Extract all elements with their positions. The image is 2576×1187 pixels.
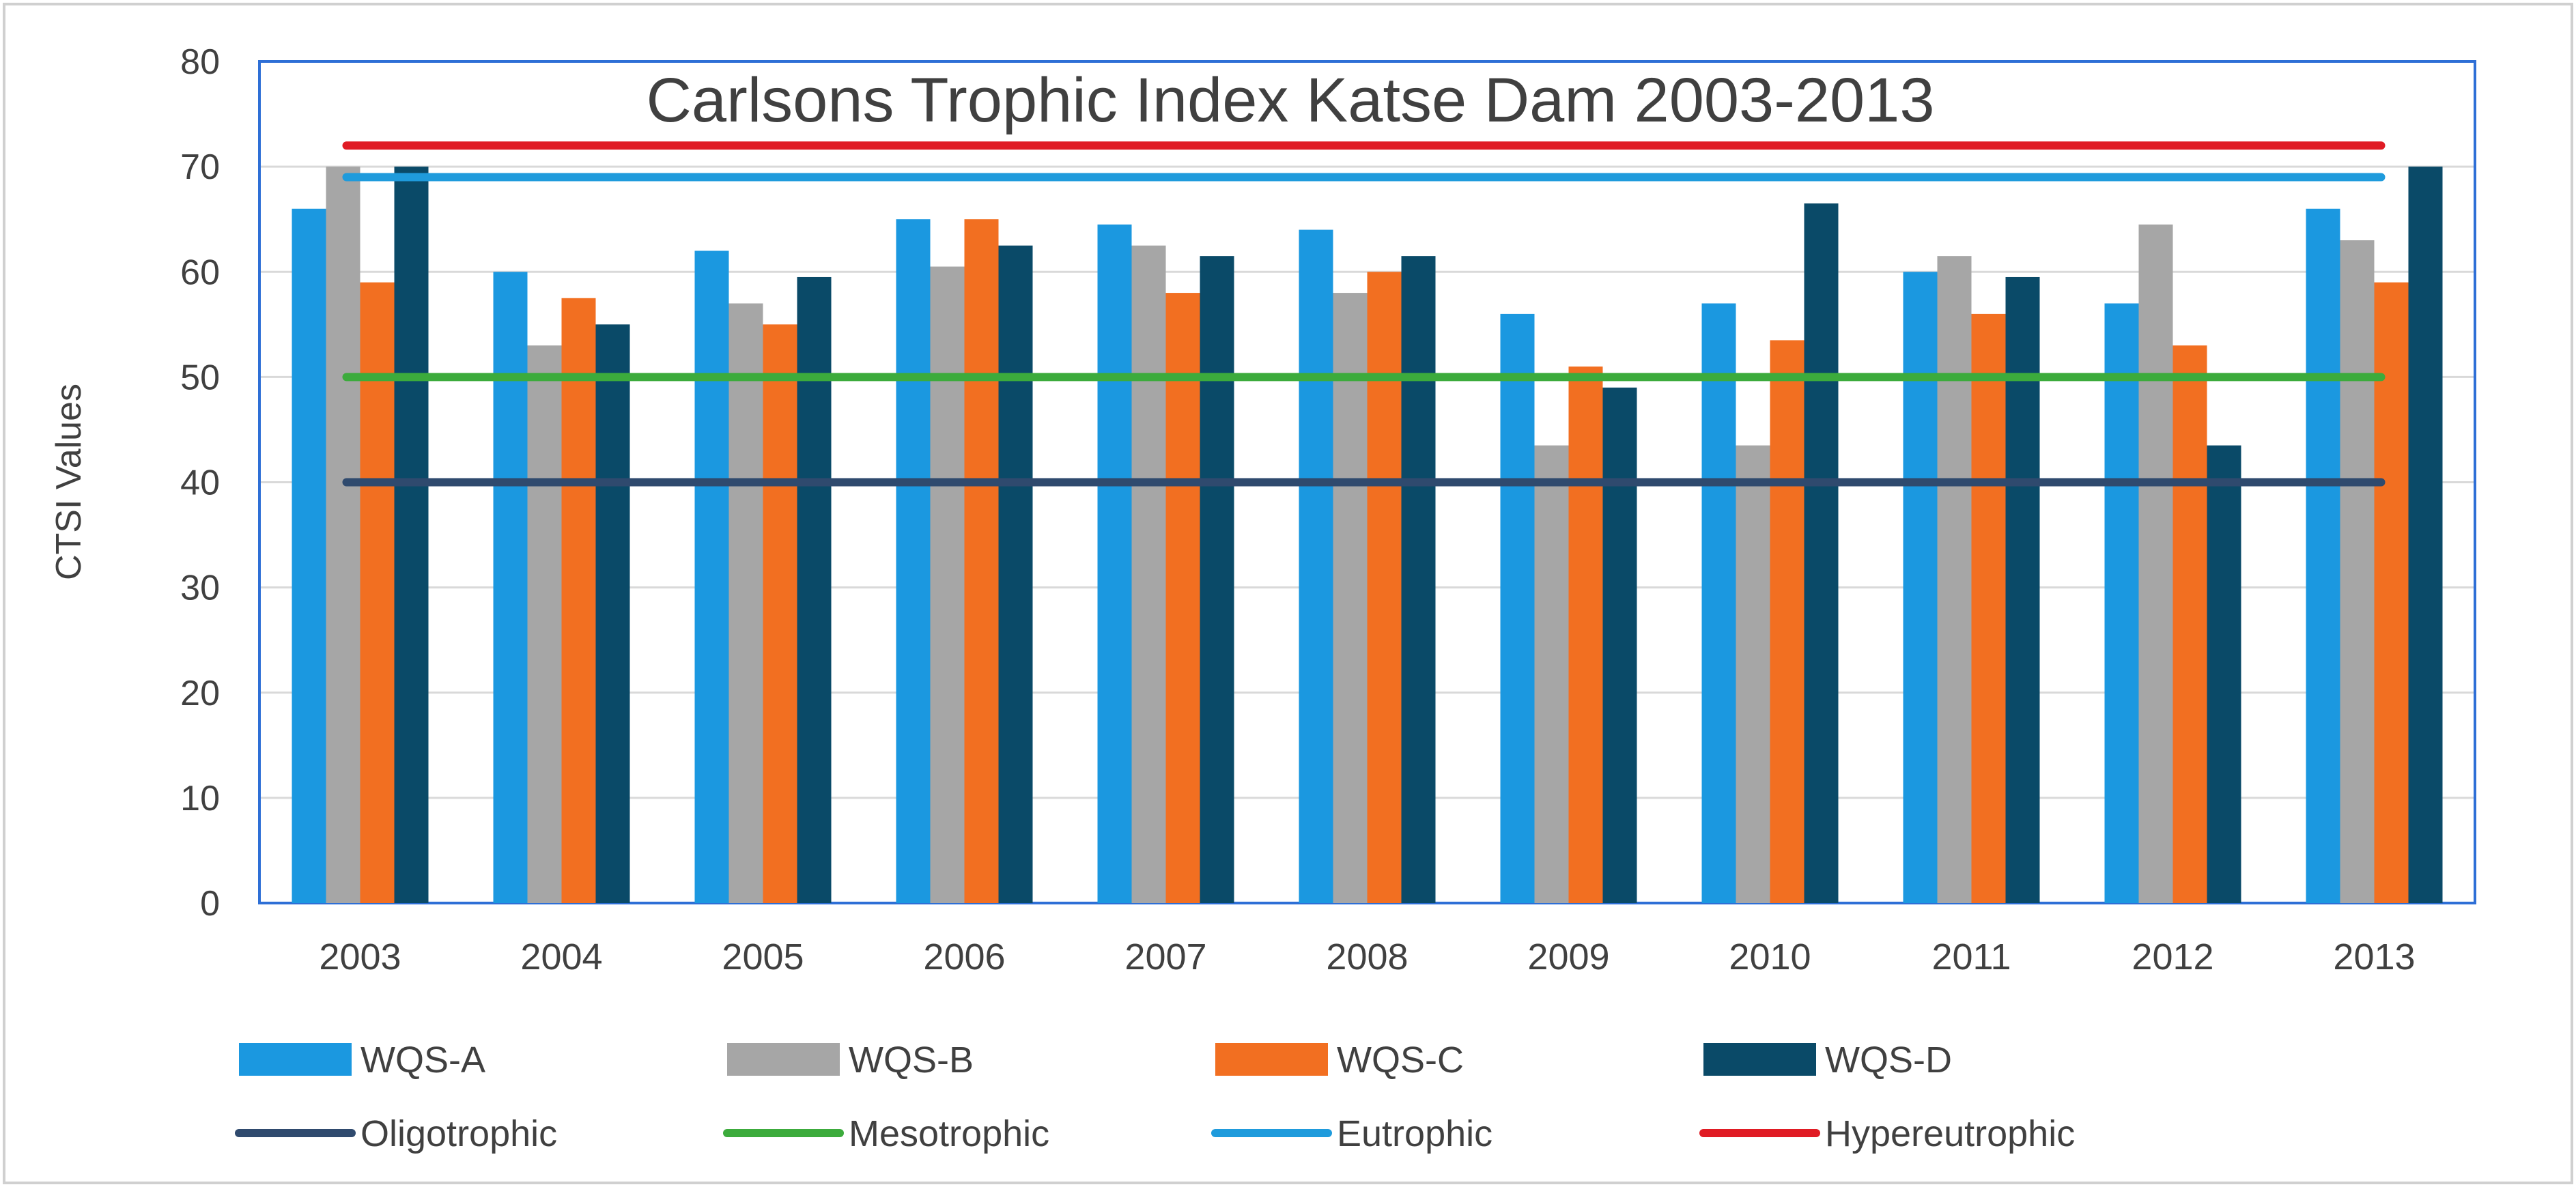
bars xyxy=(292,167,2443,904)
y-tick-label: 80 xyxy=(180,42,220,82)
bar-wqs-a-2003 xyxy=(292,208,326,903)
bar-wqs-d-2003 xyxy=(394,167,429,903)
x-tick-label: 2009 xyxy=(1527,936,1609,977)
bar-wqs-b-2004 xyxy=(527,345,562,903)
x-axis-ticks: 2003 2004 2005 2006 2007 2008 2009 2010 2011 2012… xyxy=(319,936,2415,977)
bar-wqs-b-2010 xyxy=(1736,445,1770,903)
bar-wqs-a-2008 xyxy=(1299,229,1333,904)
bar-wqs-d-2013 xyxy=(2408,167,2443,903)
bar-wqs-b-2011 xyxy=(1937,256,1972,904)
x-tick-label: 2008 xyxy=(1326,936,1408,977)
legend-swatch-wqs-a xyxy=(239,1043,352,1076)
bar-wqs-d-2007 xyxy=(1200,256,1234,904)
x-tick-label: 2006 xyxy=(923,936,1005,977)
bar-wqs-d-2012 xyxy=(2207,445,2241,903)
bar-wqs-d-2010 xyxy=(1804,203,1839,904)
bar-wqs-c-2008 xyxy=(1367,272,1402,903)
x-tick-label: 2011 xyxy=(1931,936,2011,977)
y-tick-label: 70 xyxy=(180,147,220,187)
bar-wqs-c-2005 xyxy=(763,324,797,903)
bar-wqs-c-2010 xyxy=(1770,340,1804,903)
y-tick-label: 40 xyxy=(180,463,220,503)
bar-wqs-d-2004 xyxy=(595,324,630,903)
bar-wqs-a-2009 xyxy=(1500,313,1535,903)
legend: WQS-A WQS-B WQS-C WQS-D Oligotrophic Mesotrop… xyxy=(235,1040,2075,1154)
x-tick-label: 2013 xyxy=(2333,936,2415,977)
bar-wqs-a-2012 xyxy=(2104,303,2139,903)
x-tick-label: 2004 xyxy=(520,936,602,977)
legend-swatch-wqs-c xyxy=(1215,1043,1328,1076)
y-axis-ticks: 0 10 20 30 40 50 60 70 80 xyxy=(180,42,220,924)
bar-wqs-a-2006 xyxy=(896,219,931,903)
chart-title: Carlsons Trophic Index Katse Dam 2003-20… xyxy=(646,66,1934,135)
bar-wqs-c-2013 xyxy=(2374,282,2409,904)
y-tick-label: 60 xyxy=(180,253,220,292)
bar-wqs-b-2006 xyxy=(930,266,965,903)
legend-swatch-wqs-b xyxy=(727,1043,840,1076)
y-axis-label: CTSI Values xyxy=(49,384,89,580)
bar-wqs-c-2009 xyxy=(1568,366,1603,903)
legend-label: Oligotrophic xyxy=(360,1113,557,1154)
legend-label: Mesotrophic xyxy=(849,1113,1049,1154)
y-tick-label: 30 xyxy=(180,569,220,608)
bar-wqs-b-2012 xyxy=(2138,224,2173,903)
x-tick-label: 2007 xyxy=(1124,936,1206,977)
bar-wqs-b-2013 xyxy=(2340,240,2375,903)
bar-wqs-d-2006 xyxy=(998,245,1033,903)
bar-wqs-a-2010 xyxy=(1701,303,1736,903)
bar-wqs-b-2005 xyxy=(728,303,763,903)
bar-wqs-d-2009 xyxy=(1602,387,1637,903)
bar-wqs-a-2013 xyxy=(2306,208,2340,903)
bar-wqs-d-2011 xyxy=(2005,276,2040,903)
legend-label: WQS-C xyxy=(1337,1040,1464,1081)
bar-wqs-a-2004 xyxy=(493,272,528,903)
bar-wqs-a-2007 xyxy=(1097,224,1132,903)
y-tick-label: 10 xyxy=(180,779,220,818)
bar-wqs-c-2003 xyxy=(360,282,395,904)
bar-wqs-d-2008 xyxy=(1401,256,1436,904)
y-tick-label: 50 xyxy=(180,358,220,397)
bar-wqs-d-2005 xyxy=(797,276,832,903)
bar-wqs-c-2006 xyxy=(964,219,999,903)
bar-wqs-c-2012 xyxy=(2172,345,2207,903)
bar-wqs-b-2008 xyxy=(1333,293,1368,903)
legend-label: WQS-A xyxy=(360,1040,485,1081)
x-tick-label: 2012 xyxy=(2132,936,2213,977)
bar-wqs-c-2007 xyxy=(1165,293,1200,903)
chart-border xyxy=(3,3,2573,1184)
legend-label: WQS-B xyxy=(849,1040,974,1081)
y-tick-label: 0 xyxy=(200,884,220,924)
legend-label: Hypereutrophic xyxy=(1825,1113,2075,1154)
legend-swatch-wqs-d xyxy=(1703,1043,1816,1076)
x-tick-label: 2010 xyxy=(1729,936,1811,977)
reference-lines xyxy=(342,141,2386,487)
bar-wqs-b-2007 xyxy=(1131,245,1166,903)
bar-wqs-c-2004 xyxy=(561,298,596,903)
bar-wqs-a-2011 xyxy=(1903,272,1938,903)
bar-wqs-c-2011 xyxy=(1971,313,2006,903)
bar-wqs-a-2005 xyxy=(694,251,729,903)
bar-wqs-b-2009 xyxy=(1534,445,1569,903)
legend-label: Eutrophic xyxy=(1337,1113,1492,1154)
y-tick-label: 20 xyxy=(180,674,220,713)
bar-wqs-b-2003 xyxy=(326,167,360,903)
x-tick-label: 2005 xyxy=(722,936,804,977)
x-tick-label: 2003 xyxy=(319,936,401,977)
legend-label: WQS-D xyxy=(1825,1040,1952,1081)
